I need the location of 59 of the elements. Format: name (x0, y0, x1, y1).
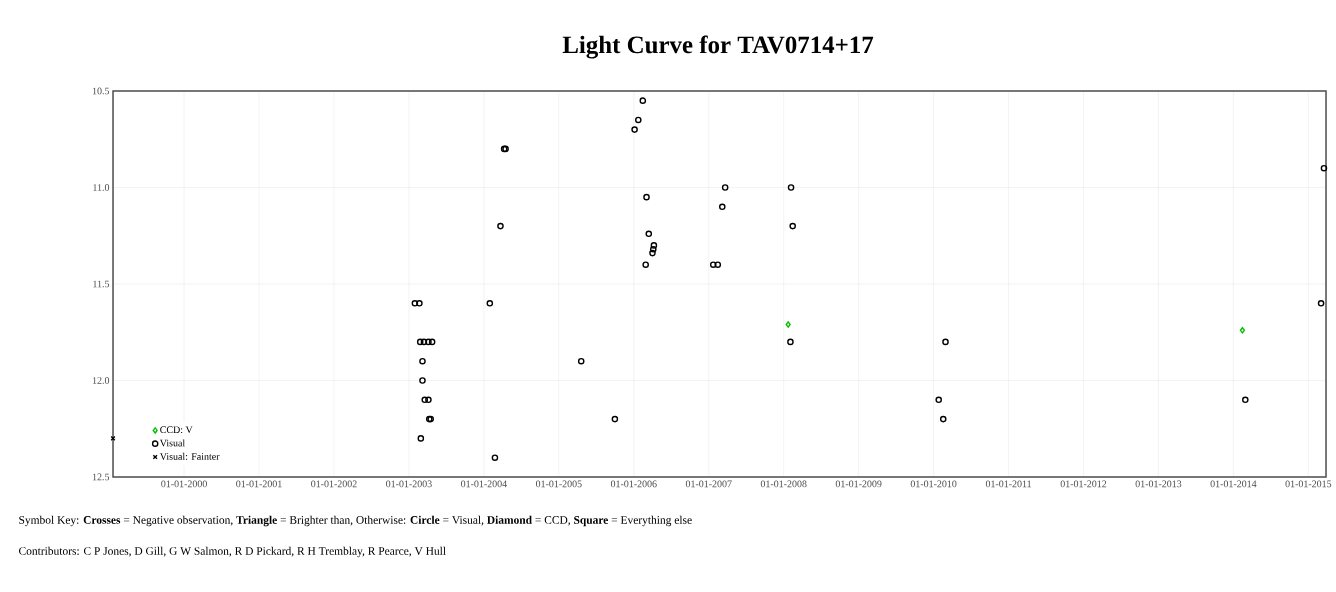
x-tick-label: 01-01-2001 (236, 480, 282, 488)
point (1242, 396, 1249, 404)
point (721, 184, 729, 191)
x-tick-label: 01-01-2000 (161, 480, 207, 488)
point (486, 300, 494, 307)
point (497, 222, 504, 230)
x-tick-label: 01-01-2004 (461, 480, 507, 488)
x-tick-label: 01-01-2008 (760, 480, 807, 488)
point (787, 184, 795, 191)
point (939, 415, 947, 423)
point (639, 97, 647, 104)
point (635, 116, 642, 124)
y-tick-label: 12.0 (92, 377, 110, 384)
y-tick-label: 10.5 (92, 87, 110, 95)
x-tick-label: 01-01-2007 (685, 480, 732, 488)
point (649, 249, 656, 257)
point (577, 357, 585, 365)
text: Contributors: C P Jones, D Gill, G W Salmon, R D Pickard, R H Tremblay, R Pearce, V Hull (19, 546, 446, 558)
point (942, 338, 949, 346)
x-tick-label: 01-01-2011 (985, 480, 1032, 488)
point (491, 454, 499, 461)
point (631, 126, 638, 133)
point (789, 222, 796, 230)
y-tick-label: 12.5 (92, 473, 110, 481)
point (718, 203, 726, 211)
point (419, 357, 426, 365)
x-tick-label: 01-01-2002 (311, 480, 357, 488)
legend-label: CCD: V (160, 426, 193, 434)
point (650, 242, 658, 249)
point (714, 261, 722, 268)
point (110, 435, 116, 441)
legend-label: Visual: Fainter (159, 452, 220, 460)
point (416, 300, 423, 307)
x-tick-label: 01-01-2003 (386, 480, 432, 488)
point (643, 193, 650, 201)
point (1239, 327, 1246, 334)
y-tick-label: 11.0 (93, 184, 110, 191)
point (425, 396, 432, 404)
y-tick-label: 11.5 (93, 280, 110, 288)
point (935, 396, 943, 404)
x-tick-label: 01-01-2010 (910, 480, 957, 488)
point (417, 435, 425, 442)
point (419, 377, 426, 384)
text: Symbol Key: Crosses = Negative observation, Triangle = Brighter than, Otherwise: Circle = Visual, Diamond = CCD, Square = Everything else (19, 515, 692, 527)
legend-label: Visual (159, 439, 185, 447)
point (642, 261, 649, 268)
point (645, 230, 653, 238)
point (787, 338, 794, 346)
x-tick-label: 01-01-2012 (1060, 480, 1107, 488)
x-tick-label: 01-01-2013 (1135, 480, 1182, 488)
x-tick-label: 01-01-2014 (1210, 480, 1257, 488)
x-tick-label: 01-01-2015 (1285, 480, 1332, 488)
chart-title: Light Curve for TAV0714+17 (562, 35, 874, 59)
x-tick-label: 01-01-2005 (535, 480, 582, 488)
x-tick-label: 01-01-2006 (610, 480, 657, 488)
point (785, 321, 791, 328)
point (425, 338, 432, 346)
x-tick-label: 01-01-2009 (835, 480, 882, 488)
point (1317, 300, 1325, 307)
